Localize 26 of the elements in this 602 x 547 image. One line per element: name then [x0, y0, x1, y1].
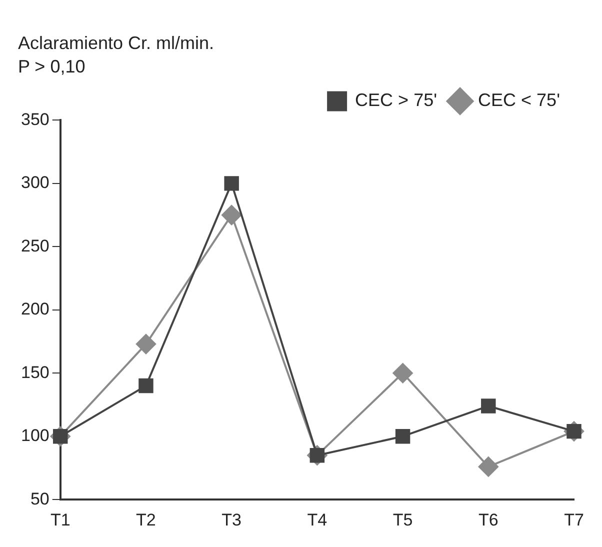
x-tick-label: T4 [307, 510, 328, 530]
point [224, 176, 239, 191]
y-tick-label: 100 [20, 426, 50, 446]
chart-title: Aclaramiento Cr. ml/min. [18, 32, 214, 53]
y-tick-label: 150 [20, 362, 50, 382]
y-tick-label: 200 [20, 300, 50, 319]
chart-subtitle: P > 0,10 [18, 56, 86, 76]
legend-label: CEC > 75' [355, 90, 438, 110]
x-tick-label: T3 [222, 510, 242, 530]
point [222, 205, 242, 226]
point [392, 363, 413, 384]
y-tick-label: 50 [30, 489, 50, 508]
y-tick-label: 250 [20, 236, 50, 256]
x-tick-label: T7 [564, 510, 584, 530]
x-tick-label: T5 [392, 510, 413, 530]
legend-label: CEC < 75' [478, 90, 560, 110]
x-tick-label: T6 [478, 510, 498, 530]
x-tick-label: T1 [50, 510, 70, 530]
point [481, 398, 496, 414]
point [395, 429, 410, 444]
y-tick-label: 300 [20, 173, 50, 192]
point [136, 334, 156, 354]
x-tick-label: T2 [136, 510, 156, 530]
point [478, 456, 498, 477]
y-tick-label: 350 [20, 110, 50, 129]
point [138, 378, 154, 394]
